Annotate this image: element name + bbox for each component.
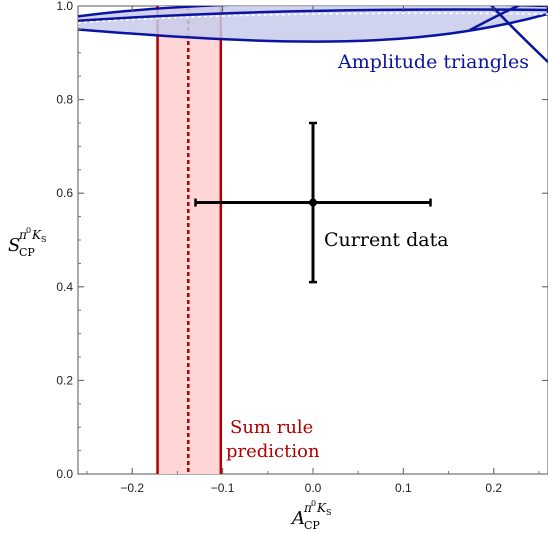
current-data-point-group bbox=[194, 121, 432, 284]
svg-text:π: π bbox=[18, 228, 28, 242]
svg-text:K: K bbox=[316, 501, 327, 515]
y-axis-ticks: 0.0 0.2 0.4 0.6 0.8 1.0 bbox=[56, 0, 548, 481]
svg-text:A: A bbox=[290, 508, 305, 529]
x-tick-label: −0.2 bbox=[120, 481, 144, 495]
plot-area bbox=[78, 6, 548, 474]
svg-text:S: S bbox=[41, 235, 46, 244]
sum-rule-label-line2: prediction bbox=[226, 441, 320, 462]
sum-rule-label-line1: Sum rule bbox=[230, 417, 313, 438]
y-tick-label: 0.8 bbox=[56, 93, 73, 107]
current-data-point bbox=[309, 198, 317, 207]
svg-text:0: 0 bbox=[26, 226, 31, 235]
y-tick-label: 0.0 bbox=[56, 467, 73, 481]
x-tick-label: 0.0 bbox=[305, 481, 322, 495]
x-axis-label: A CP π 0 K S bbox=[290, 499, 331, 532]
y-tick-label: 0.4 bbox=[56, 280, 73, 294]
amplitude-triangles-label: Amplitude triangles bbox=[337, 51, 529, 73]
svg-text:CP: CP bbox=[19, 246, 35, 259]
y-tick-label: 1.0 bbox=[56, 0, 73, 13]
x-tick-label: 0.1 bbox=[395, 481, 412, 495]
svg-text:K: K bbox=[31, 228, 42, 242]
amplitude-triangles-right-arc-2 bbox=[469, 6, 522, 32]
y-axis-label: S CP π 0 K S bbox=[8, 226, 46, 259]
x-tick-label: 0.2 bbox=[485, 481, 502, 495]
x-tick-label: −0.1 bbox=[211, 481, 235, 495]
amplitude-triangles-right-arc bbox=[490, 6, 548, 63]
svg-text:π: π bbox=[303, 501, 313, 515]
svg-text:0: 0 bbox=[311, 499, 316, 508]
amplitude-triangles-inner-band bbox=[78, 8, 548, 23]
y-tick-label: 0.2 bbox=[56, 373, 73, 387]
svg-text:S: S bbox=[326, 508, 331, 517]
current-data-label: Current data bbox=[324, 229, 449, 251]
y-tick-label: 0.6 bbox=[56, 186, 73, 200]
amplitude-triangles-region bbox=[78, 6, 548, 63]
svg-text:CP: CP bbox=[304, 519, 320, 532]
svg-text:S: S bbox=[8, 235, 20, 256]
x-axis-ticks: −0.2 −0.1 0.0 0.1 0.2 bbox=[86, 6, 540, 495]
